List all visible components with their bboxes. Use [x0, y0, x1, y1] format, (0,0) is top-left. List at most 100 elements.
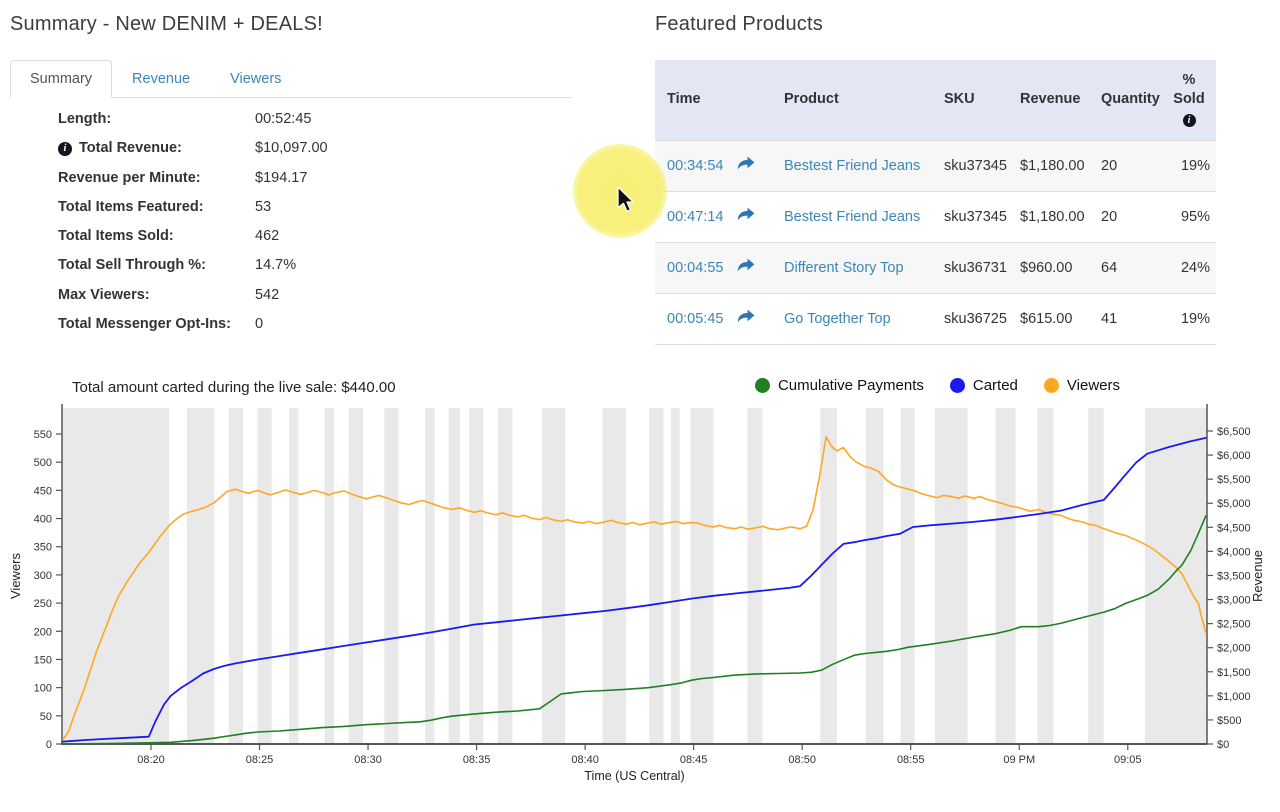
info-icon[interactable]: i — [58, 141, 72, 156]
feature-band — [649, 408, 664, 744]
feature-band — [228, 408, 243, 744]
stat-label-text: Total Revenue: — [79, 140, 182, 157]
column-header-text: Revenue — [1020, 91, 1081, 108]
stat-label: Total Items Sold: — [58, 228, 255, 245]
sku-cell: sku36731 — [932, 242, 1008, 294]
product-link[interactable]: Bestest Friend Jeans — [784, 209, 921, 225]
column-header-time: Time — [655, 60, 725, 141]
feature-band — [747, 408, 763, 744]
product-row: 00:34:54 Bestest Friend Jeans sku37345 $1,1… — [655, 140, 1216, 192]
info-icon[interactable]: i — [1182, 114, 1196, 128]
feature-band — [62, 408, 169, 744]
stat-label: Total Sell Through %: — [58, 257, 255, 274]
share-arrow-icon[interactable] — [737, 309, 755, 325]
stat-row: Total Messenger Opt-Ins: 0 — [58, 316, 642, 333]
legend-dot — [1043, 378, 1059, 393]
quantity-cell: 20 — [1089, 140, 1162, 192]
time-link[interactable]: 00:47:14 — [667, 209, 724, 225]
summary-panel: Summary - New DENIM + DEALS! Summary Reve… — [10, 13, 642, 345]
product-link[interactable]: Different Story Top — [784, 260, 904, 276]
pct-sold-cell: 95% — [1162, 191, 1216, 243]
stat-label-text: Length: — [58, 111, 112, 127]
left-axis-tick-label: 400 — [34, 514, 52, 526]
time-link[interactable]: 00:34:54 — [667, 158, 724, 174]
right-axis-tick-label: $6,000 — [1217, 450, 1251, 462]
column-header-text: Product — [784, 91, 839, 108]
quantity-cell: 64 — [1089, 242, 1162, 294]
series-cumulative-payments — [61, 514, 1207, 745]
left-axis-tick-label: 350 — [34, 542, 52, 554]
column-header-text: Time — [667, 91, 701, 108]
feature-band — [995, 408, 1016, 744]
left-axis-tick-label: 50 — [40, 711, 52, 723]
sku-cell: sku37345 — [932, 140, 1008, 192]
stat-label: Length: — [58, 111, 255, 128]
pct-sold-cell: 19% — [1162, 140, 1216, 192]
feature-band — [348, 408, 363, 744]
share-arrow-icon[interactable] — [737, 207, 755, 223]
time-link[interactable]: 00:04:55 — [667, 260, 724, 276]
x-axis-tick-label: 08:25 — [246, 754, 274, 766]
column-header-text: % Sold — [1173, 71, 1205, 108]
revenue-cell: $1,180.00 — [1008, 140, 1089, 192]
left-axis-tick-label: 300 — [34, 570, 52, 582]
series-viewers — [61, 435, 1207, 743]
right-axis-tick-label: $5,000 — [1217, 498, 1251, 510]
stat-value: 0 — [255, 316, 264, 333]
column-header-product: Product — [772, 60, 932, 141]
column-header-revenue: Revenue — [1008, 60, 1089, 141]
legend-item-cumulative-payments[interactable]: Cumulative Payments — [754, 377, 924, 394]
sku-cell: sku37345 — [932, 191, 1008, 243]
feature-band — [900, 408, 915, 744]
x-axis-tick-label: 08:50 — [788, 754, 816, 766]
x-axis-tick-label: 08:55 — [897, 754, 925, 766]
chart-legend: Cumulative Payments Carted Viewers — [754, 377, 1120, 394]
legend-dot — [754, 378, 770, 393]
x-axis-tick-label: 08:20 — [137, 754, 165, 766]
feature-band — [690, 408, 714, 744]
right-axis-tick-label: $3,000 — [1217, 595, 1251, 607]
left-axis-title: Viewers — [8, 553, 23, 600]
x-axis-tick-label: 08:35 — [463, 754, 491, 766]
legend-label: Viewers — [1066, 377, 1120, 394]
column-header-quantity: Quantity — [1089, 60, 1162, 141]
tab-revenue[interactable]: Revenue — [132, 71, 191, 87]
share-arrow-icon[interactable] — [737, 156, 755, 172]
product-link[interactable]: Bestest Friend Jeans — [784, 158, 921, 174]
legend-item-carted[interactable]: Carted — [949, 377, 1018, 394]
tab-viewers[interactable]: Viewers — [230, 71, 282, 87]
feature-band — [1088, 408, 1104, 744]
stat-value: $194.17 — [255, 169, 308, 186]
axes: 0 50 100 150 200 250 300 350 400 450 500 550 $0 $500 $… — [34, 404, 1251, 766]
tab-summary[interactable]: Summary — [10, 60, 113, 98]
stat-row: Max Viewers: 542 — [58, 287, 642, 304]
left-axis-tick-label: 100 — [34, 683, 52, 695]
stat-label-text: Total Sell Through %: — [58, 257, 206, 274]
x-axis-tick-label: 09:05 — [1114, 754, 1142, 766]
right-axis-tick-label: $5,500 — [1217, 474, 1251, 486]
product-link[interactable]: Go Together Top — [784, 311, 891, 327]
stat-label-text: Total Messenger Opt-Ins: — [58, 316, 231, 333]
feature-band — [425, 408, 435, 744]
stat-label-text: Total Items Featured: — [58, 198, 204, 215]
stat-label: Max Viewers: — [58, 287, 255, 304]
product-row: 00:47:14 Bestest Friend Jeans sku37345 $1,1… — [655, 191, 1216, 243]
feature-band — [187, 408, 215, 744]
stat-value: 462 — [255, 228, 280, 245]
stat-label-text: Revenue per Minute: — [58, 169, 201, 186]
feature-band — [448, 408, 461, 744]
featured-products-table: Time Product SKU Revenue Quantity % Sold i 00:… — [655, 60, 1216, 345]
legend-label: Carted — [972, 377, 1018, 394]
series-carted — [61, 436, 1207, 743]
feature-band — [670, 408, 680, 744]
time-link[interactable]: 00:05:45 — [667, 311, 724, 327]
left-axis-tick-label: 150 — [34, 654, 52, 666]
feature-band — [1144, 408, 1207, 744]
legend-item-viewers[interactable]: Viewers — [1043, 377, 1120, 394]
stat-row: Revenue per Minute: $194.17 — [58, 170, 642, 187]
page-title: Summary - New DENIM + DEALS! — [10, 13, 323, 35]
share-arrow-icon[interactable] — [737, 258, 755, 274]
sku-cell: sku36725 — [932, 293, 1008, 345]
x-axis-tick-label: 09 PM — [1003, 754, 1035, 766]
